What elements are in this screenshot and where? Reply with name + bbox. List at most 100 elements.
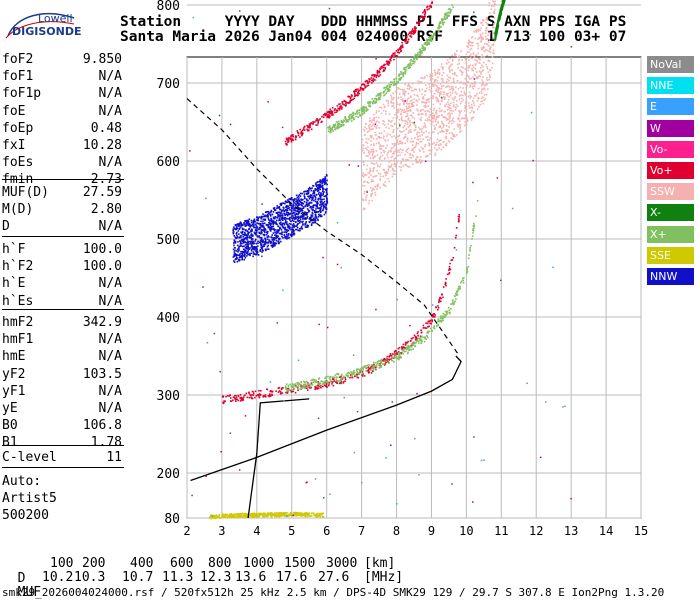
trace-dot — [251, 229, 253, 231]
trace-dot — [247, 231, 250, 234]
trace-dot — [455, 86, 457, 89]
trace-dot — [446, 118, 449, 121]
trace-dot — [232, 228, 235, 230]
trace-dot — [407, 351, 409, 354]
trace-dot — [412, 31, 415, 34]
trace-dot — [401, 119, 403, 121]
trace-dot — [378, 121, 380, 124]
trace-dot — [420, 109, 422, 111]
trace-dot — [235, 256, 238, 259]
trace-dot — [394, 165, 397, 168]
trace-dot — [379, 178, 382, 180]
trace-dot — [295, 198, 297, 200]
trace-dot — [404, 83, 407, 86]
trace-dot — [448, 269, 450, 271]
trace-dot — [274, 209, 277, 211]
trace-dot — [410, 36, 413, 38]
trace-dot — [305, 222, 307, 224]
trace-dot — [304, 381, 307, 384]
trace-dot — [253, 224, 255, 226]
trace-dot — [281, 225, 284, 228]
trace-dot — [438, 140, 440, 142]
trace-dot — [392, 130, 395, 133]
trace-dot — [375, 101, 378, 104]
trace-dot — [406, 110, 409, 112]
trace-dot — [291, 226, 293, 229]
trace-dot — [367, 171, 369, 174]
trace-dot — [462, 99, 465, 102]
trace-dot — [286, 392, 289, 394]
trace-dot — [323, 191, 325, 193]
trace-dot — [420, 339, 423, 341]
trace-dot — [341, 102, 344, 104]
trace-dot — [441, 21, 444, 24]
trace-dot — [293, 224, 296, 227]
trace-dot — [489, 47, 491, 49]
trace-dot — [478, 70, 481, 73]
trace-dot — [267, 217, 270, 220]
trace-dot — [292, 207, 294, 209]
trace-dot — [406, 65, 409, 68]
trace-dot — [417, 52, 419, 54]
trace-dot — [416, 133, 418, 135]
trace-dot — [317, 193, 320, 195]
trace-dot — [243, 394, 246, 397]
trace-dot — [422, 147, 425, 150]
trace-dot — [416, 55, 418, 57]
trace-dot — [242, 235, 244, 238]
trace-dot — [432, 97, 434, 100]
trace-dot — [445, 13, 448, 16]
trace-dot — [446, 14, 448, 17]
trace-dot — [378, 71, 381, 73]
trace-dot — [292, 135, 295, 138]
trace-dot — [424, 48, 426, 51]
trace-dot — [398, 79, 401, 81]
trace-dot — [362, 128, 365, 131]
trace-dot — [446, 109, 449, 111]
trace-dot — [386, 85, 389, 88]
trace-dot — [298, 197, 300, 199]
trace-dot — [372, 167, 375, 170]
trace-dot — [424, 124, 427, 127]
trace-dot — [413, 146, 416, 149]
trace-dot — [274, 221, 276, 224]
trace-dot — [297, 213, 299, 216]
trace-dot — [388, 150, 390, 152]
trace-dot — [398, 48, 400, 51]
trace-dot — [383, 358, 385, 361]
trace-dot — [270, 209, 273, 212]
trace-dot — [428, 98, 430, 100]
trace-dot — [377, 360, 379, 363]
trace-dot — [401, 149, 404, 151]
trace-dot — [312, 378, 314, 381]
trace-dot — [398, 151, 400, 153]
trace-dot — [402, 89, 405, 91]
trace-dot — [351, 99, 353, 101]
trace-dot — [400, 356, 403, 359]
trace-dot — [380, 137, 382, 139]
trace-dot — [470, 244, 472, 247]
trace-dot — [428, 330, 430, 333]
trace-dot — [292, 205, 294, 208]
trace-dot — [249, 226, 252, 228]
trace-dot — [444, 96, 446, 99]
trace-dot — [419, 110, 422, 112]
trace-dot — [460, 70, 462, 73]
trace-dot — [409, 121, 411, 124]
trace-dot — [439, 126, 442, 128]
trace-dot — [394, 173, 396, 175]
trace-dot — [320, 214, 322, 216]
trace-dot — [416, 108, 418, 111]
trace-dot — [486, 83, 488, 86]
trace-dot — [375, 134, 377, 136]
trace-dot — [405, 42, 407, 44]
trace-dot — [481, 32, 484, 35]
trace-dot — [445, 117, 448, 120]
trace-dot — [409, 114, 412, 117]
trace-dot — [365, 107, 368, 110]
trace-dot — [360, 109, 363, 111]
trace-dot — [461, 97, 463, 100]
trace-dot — [366, 364, 369, 367]
trace-dot — [428, 144, 430, 147]
trace-dot — [414, 57, 416, 59]
